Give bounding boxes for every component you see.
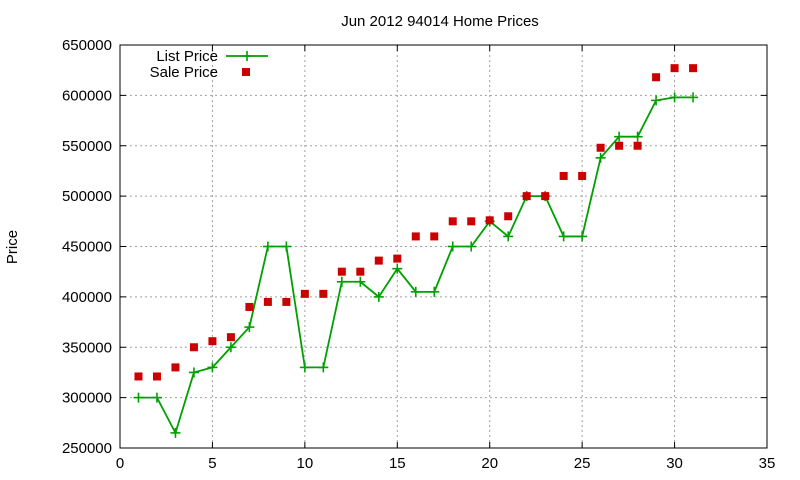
y-axis-label: Price — [4, 230, 21, 264]
data-point-sale-price — [189, 343, 198, 352]
data-point-list-price — [299, 362, 310, 373]
data-point-list-price — [151, 392, 162, 403]
data-point-sale-price — [633, 141, 642, 150]
x-tick-label: 0 — [116, 455, 124, 472]
data-point-list-price — [614, 131, 625, 142]
data-point-sale-price — [670, 64, 679, 73]
data-point-sale-price — [152, 372, 161, 381]
y-tick-label: 500000 — [62, 188, 112, 205]
y-tick-label: 350000 — [62, 339, 112, 356]
data-point-sale-price — [245, 302, 254, 311]
x-tick-label: 15 — [389, 455, 406, 472]
data-point-sale-price — [596, 143, 605, 152]
data-point-sale-price — [522, 192, 531, 201]
data-point-list-price — [225, 342, 236, 353]
data-point-list-price — [688, 92, 699, 103]
y-tick-label: 300000 — [62, 390, 112, 407]
data-point-sale-price — [337, 267, 346, 276]
data-point-list-price — [669, 92, 680, 103]
data-point-sale-price — [559, 171, 568, 180]
x-tick-label: 10 — [297, 455, 314, 472]
y-tick-label: 600000 — [62, 87, 112, 104]
data-point-sale-price — [263, 297, 272, 306]
data-point-sale-price — [652, 73, 661, 82]
y-tick-label: 250000 — [62, 440, 112, 457]
data-point-list-price — [410, 286, 421, 297]
data-point-sale-price — [208, 337, 217, 346]
plot-frame — [119, 44, 768, 449]
data-point-list-price — [336, 276, 347, 287]
data-point-list-price — [595, 152, 606, 163]
data-point-list-price — [651, 95, 662, 106]
data-point-sale-price — [485, 216, 494, 225]
y-tick-label: 550000 — [62, 138, 112, 155]
data-point-list-price — [466, 241, 477, 252]
data-point-sale-price — [689, 64, 698, 73]
x-tick-label: 5 — [208, 455, 216, 472]
x-tick-label: 25 — [574, 455, 591, 472]
legend-swatch-sale-price — [242, 68, 250, 76]
data-point-list-price — [577, 231, 588, 242]
series — [133, 64, 699, 438]
data-point-list-price — [318, 362, 329, 373]
y-tick-label: 450000 — [62, 239, 112, 256]
data-point-sale-price — [226, 333, 235, 342]
grid — [120, 45, 767, 448]
data-point-sale-price — [578, 171, 587, 180]
data-point-sale-price — [134, 372, 143, 381]
data-point-list-price — [632, 131, 643, 142]
data-point-sale-price — [467, 217, 476, 226]
data-point-sale-price — [430, 232, 439, 241]
data-point-sale-price — [282, 297, 291, 306]
data-point-list-price — [392, 263, 403, 274]
legend-label-list-price: List Price — [156, 48, 218, 65]
x-tick-label: 30 — [666, 455, 683, 472]
data-point-list-price — [207, 362, 218, 373]
data-point-list-price — [503, 231, 514, 242]
data-point-sale-price — [374, 256, 383, 265]
data-point-list-price — [133, 392, 144, 403]
data-point-list-price — [170, 427, 181, 438]
y-tick-label: 400000 — [62, 289, 112, 306]
y-tick-label: 650000 — [62, 37, 112, 54]
chart-title: Jun 2012 94014 Home Prices — [341, 13, 539, 30]
data-point-list-price — [558, 231, 569, 242]
data-point-sale-price — [393, 254, 402, 263]
data-point-sale-price — [504, 212, 513, 221]
data-point-list-price — [429, 286, 440, 297]
legend-marker-list-price — [242, 51, 252, 61]
data-point-list-price — [355, 276, 366, 287]
x-tick-label: 35 — [759, 455, 776, 472]
data-point-sale-price — [319, 289, 328, 298]
legend: List Price Sale Price — [150, 48, 268, 81]
data-point-sale-price — [448, 217, 457, 226]
series-line-list-price — [138, 96, 694, 436]
data-point-sale-price — [541, 192, 550, 201]
data-point-list-price — [244, 322, 255, 333]
data-point-sale-price — [356, 267, 365, 276]
data-point-sale-price — [411, 232, 420, 241]
data-point-list-price — [447, 241, 458, 252]
data-point-list-price — [373, 291, 384, 302]
data-point-list-price — [281, 241, 292, 252]
data-point-list-price — [262, 241, 273, 252]
data-point-sale-price — [300, 289, 309, 298]
axis-ticks: 0 5 10 15 20 25 30 35 250000 300000 350000 400000 45… — [62, 37, 775, 472]
data-point-list-price — [188, 367, 199, 378]
x-tick-label: 20 — [481, 455, 498, 472]
legend-label-sale-price: Sale Price — [150, 64, 218, 81]
data-point-sale-price — [615, 141, 624, 150]
data-point-sale-price — [171, 363, 180, 372]
